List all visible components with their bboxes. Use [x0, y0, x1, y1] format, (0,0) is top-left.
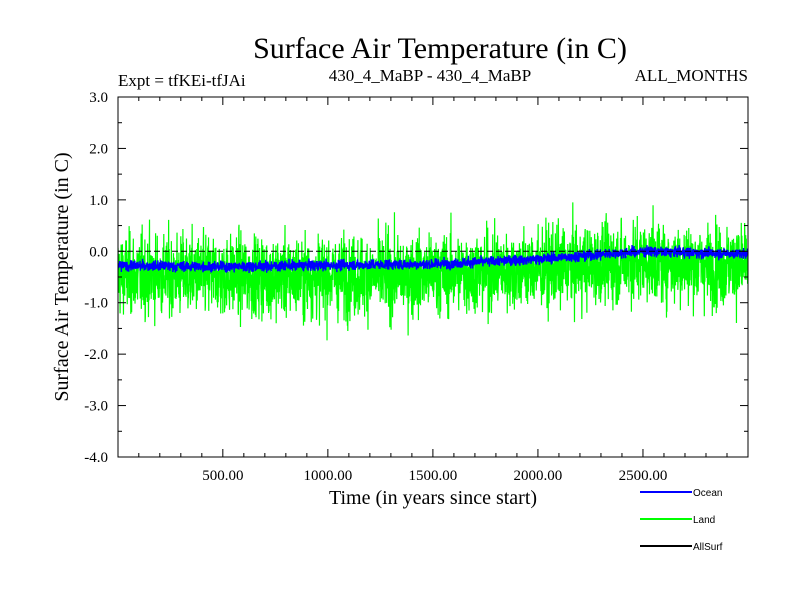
series-line-land	[118, 202, 748, 341]
y-tick-label: -3.0	[84, 399, 108, 415]
y-tick-label: -4.0	[84, 450, 108, 466]
subtitle-left: Expt = tfKEi-tfJAi	[118, 71, 246, 90]
x-axis-label: Time (in years since start)	[329, 487, 537, 509]
y-axis: 3.0 2.0 1.0 0.0 -1.0 -2.0 -3.0 -4.0	[84, 90, 748, 466]
y-tick-label: 3.0	[89, 90, 108, 106]
x-tick-label: 500.00	[202, 468, 243, 484]
x-axis: 500.00 1000.00 1500.00 2000.00 2500.00	[138, 97, 728, 484]
chart-title: Surface Air Temperature (in C)	[253, 32, 627, 65]
y-tick-label: -1.0	[84, 296, 108, 312]
y-axis-label: Surface Air Temperature (in C)	[51, 152, 73, 401]
series-line-ocean	[118, 245, 748, 274]
y-tick-label: 0.0	[89, 244, 108, 260]
legend-label-allsurf: AllSurf	[693, 542, 723, 553]
plot-area	[118, 202, 748, 341]
x-tick-label: 2500.00	[619, 468, 668, 484]
legend-label-ocean: Ocean	[693, 488, 722, 499]
x-tick-label: 2000.00	[514, 468, 563, 484]
y-tick-label: 1.0	[89, 193, 108, 209]
y-tick-label: -2.0	[84, 347, 108, 363]
y-tick-label: 2.0	[89, 141, 108, 157]
x-tick-label: 1000.00	[303, 468, 352, 484]
subtitle-center: 430_4_MaBP - 430_4_MaBP	[329, 66, 531, 85]
x-tick-label: 1500.00	[409, 468, 458, 484]
legend-label-land: Land	[693, 515, 715, 526]
subtitle-right: ALL_MONTHS	[635, 66, 748, 85]
legend: Ocean Land AllSurf	[640, 488, 723, 553]
